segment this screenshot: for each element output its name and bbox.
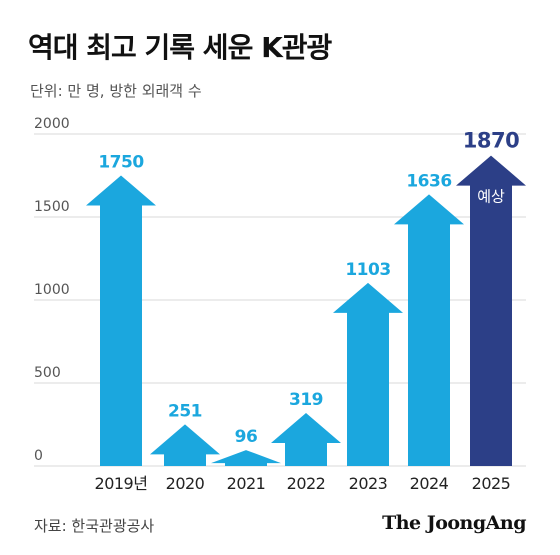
bars (86, 155, 526, 466)
y-tick-label: 1000 (34, 282, 70, 298)
x-tick-label: 2021 (227, 474, 266, 493)
value-label: 1103 (345, 260, 390, 280)
bar-2022 (271, 413, 341, 466)
bar-2024 (394, 194, 464, 466)
y-tick-label: 500 (34, 365, 61, 381)
value-labels: 1750 251 96 319 1103 1636 1870 예상 (98, 129, 519, 447)
bar-2019년 (86, 175, 156, 466)
chart-title: 역대 최고 기록 세운 K관광 (28, 31, 332, 64)
x-tick-label: 2019년 (95, 474, 148, 493)
value-label: 1870 (463, 129, 519, 153)
bar-2020 (150, 424, 220, 466)
x-tick-label: 2024 (410, 474, 449, 493)
value-label: 319 (289, 390, 323, 410)
value-label: 96 (235, 427, 258, 447)
value-label: 1636 (406, 171, 451, 191)
bar-2023 (333, 282, 403, 466)
forecast-label: 예상 (477, 188, 505, 206)
y-tick-label: 1500 (34, 199, 70, 215)
source-note: 자료: 한국관광공사 (34, 517, 155, 535)
x-tick-label: 2022 (287, 474, 326, 493)
y-tick-label: 0 (34, 448, 43, 464)
x-axis-ticks: 2019년 2020 2021 2022 2023 2024 2025 (95, 474, 511, 493)
unit-note: 단위: 만 명, 방한 외래객 수 (30, 82, 202, 100)
y-axis-ticks: 0 500 1000 1500 2000 (34, 116, 70, 464)
x-tick-label: 2025 (472, 474, 511, 493)
value-label: 251 (168, 401, 202, 421)
x-tick-label: 2020 (166, 474, 205, 493)
x-tick-label: 2023 (349, 474, 388, 493)
y-tick-label: 2000 (34, 116, 70, 132)
bar-2021 (211, 450, 281, 466)
brand-logo: The JoongAng (382, 512, 526, 534)
value-label: 1750 (98, 153, 144, 173)
bar-2025 (456, 155, 526, 466)
